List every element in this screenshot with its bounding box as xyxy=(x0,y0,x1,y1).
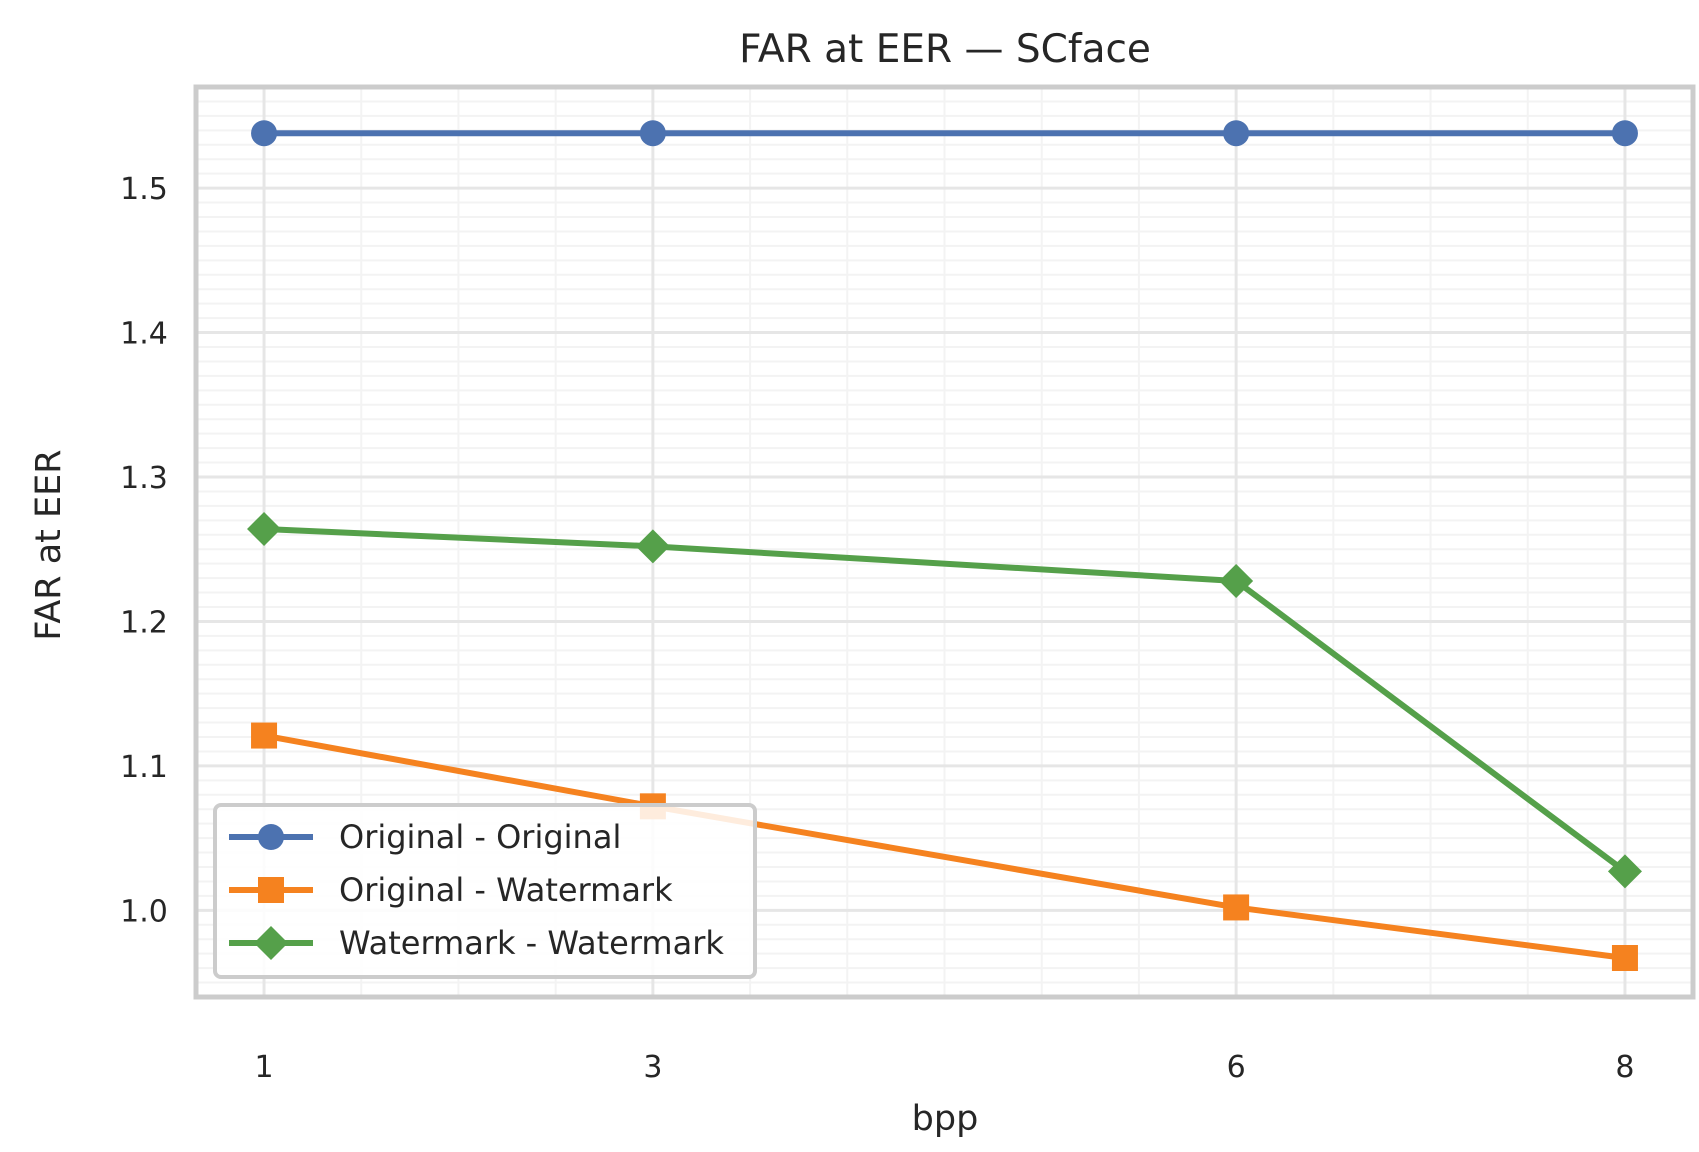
y-tick-label: 1.1 xyxy=(120,750,168,785)
y-tick-label: 1.4 xyxy=(120,317,168,352)
data-point xyxy=(251,120,278,147)
legend-entry: Watermark - Watermark xyxy=(229,924,724,962)
y-axis-label: FAR at EER xyxy=(29,449,69,640)
x-axis-label: bpp xyxy=(912,1099,979,1139)
y-tick-label: 1.0 xyxy=(120,894,168,929)
data-point xyxy=(1611,945,1638,971)
x-tick-label: 6 xyxy=(1227,1050,1246,1085)
data-point xyxy=(1223,894,1250,921)
chart-title: FAR at EER — SCface xyxy=(739,27,1151,72)
data-point xyxy=(1611,120,1638,147)
y-tick-label: 1.3 xyxy=(120,461,168,496)
data-point xyxy=(1607,854,1642,889)
x-tick-label: 3 xyxy=(643,1050,662,1085)
legend-marker xyxy=(258,824,284,850)
legend-entry: Original - Original xyxy=(229,818,621,856)
x-tick-label: 1 xyxy=(254,1050,273,1085)
legend-box xyxy=(213,803,757,979)
data-point xyxy=(251,722,278,749)
series-layer xyxy=(247,120,1642,971)
x-tick-label: 8 xyxy=(1615,1050,1634,1085)
data-point xyxy=(639,120,666,147)
data-point xyxy=(635,529,670,564)
legend-label: Original - Original xyxy=(339,818,621,856)
legend-entry: Original - Watermark xyxy=(229,871,673,909)
legend-label: Original - Watermark xyxy=(339,871,673,909)
plot-frame xyxy=(193,84,1696,1000)
series-line xyxy=(261,732,1628,961)
series-3 xyxy=(247,512,1642,889)
legend-label: Watermark - Watermark xyxy=(339,924,724,962)
series-line xyxy=(261,526,1628,875)
axes: 1.0 1.1 1.2 1.3 1.4 1.5 1 3 6 8 xyxy=(120,172,1634,1085)
data-point xyxy=(1223,120,1250,147)
series-1 xyxy=(251,120,1638,147)
legend-marker xyxy=(258,877,284,903)
legend: Original - Original Original - Watermark W… xyxy=(213,803,757,979)
data-point xyxy=(247,512,282,546)
y-tick-label: 1.5 xyxy=(120,172,168,207)
data-point xyxy=(1219,564,1254,598)
y-tick-label: 1.2 xyxy=(120,605,168,640)
legend-marker xyxy=(254,926,288,960)
